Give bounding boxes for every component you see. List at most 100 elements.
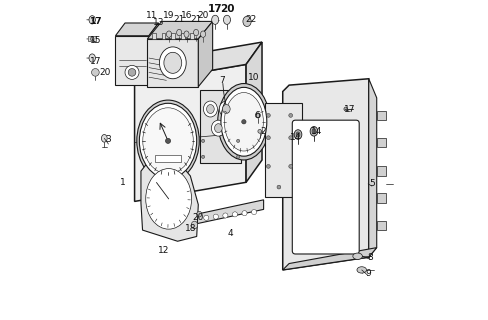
Ellipse shape <box>288 136 292 140</box>
Text: 20: 20 <box>192 213 203 222</box>
Bar <box>171 33 175 39</box>
Text: 1: 1 <box>120 178 125 187</box>
Text: 16: 16 <box>181 11 192 20</box>
Text: 3: 3 <box>105 135 111 144</box>
Ellipse shape <box>311 129 315 134</box>
Polygon shape <box>376 194 386 203</box>
Ellipse shape <box>128 68 136 76</box>
Ellipse shape <box>142 108 193 174</box>
Ellipse shape <box>139 103 196 179</box>
Text: 14: 14 <box>310 127 321 136</box>
Bar <box>152 33 156 39</box>
Text: 18: 18 <box>184 224 196 233</box>
Ellipse shape <box>211 120 225 136</box>
Ellipse shape <box>203 101 217 117</box>
Ellipse shape <box>91 68 99 76</box>
Polygon shape <box>147 21 212 39</box>
Polygon shape <box>376 220 386 230</box>
Text: 15: 15 <box>90 36 101 45</box>
Bar <box>147 39 198 87</box>
Ellipse shape <box>294 130 301 139</box>
Bar <box>190 33 194 39</box>
Text: 21: 21 <box>190 15 202 24</box>
Ellipse shape <box>145 169 191 229</box>
Ellipse shape <box>356 267 366 273</box>
Ellipse shape <box>242 211 246 216</box>
Polygon shape <box>198 21 212 87</box>
Ellipse shape <box>214 124 222 132</box>
Ellipse shape <box>201 155 204 158</box>
Ellipse shape <box>296 132 299 137</box>
Ellipse shape <box>266 136 270 140</box>
Ellipse shape <box>125 65 139 79</box>
Ellipse shape <box>222 105 230 114</box>
Text: 17: 17 <box>89 17 102 26</box>
Ellipse shape <box>101 134 107 142</box>
Ellipse shape <box>213 214 218 219</box>
Ellipse shape <box>183 31 189 37</box>
Ellipse shape <box>219 101 233 117</box>
Text: 11: 11 <box>146 11 158 20</box>
Ellipse shape <box>176 29 182 36</box>
Polygon shape <box>134 64 245 201</box>
Ellipse shape <box>159 47 186 79</box>
Ellipse shape <box>217 84 269 160</box>
Polygon shape <box>376 166 386 176</box>
Ellipse shape <box>211 15 218 24</box>
Bar <box>155 155 181 162</box>
Polygon shape <box>282 79 368 270</box>
Text: 2: 2 <box>260 127 265 136</box>
Ellipse shape <box>223 15 230 24</box>
Ellipse shape <box>89 16 95 24</box>
Text: 7: 7 <box>219 76 224 85</box>
Ellipse shape <box>201 139 204 142</box>
Text: 20: 20 <box>219 4 234 14</box>
Bar <box>200 90 241 163</box>
Ellipse shape <box>236 155 239 158</box>
Ellipse shape <box>193 29 198 36</box>
FancyBboxPatch shape <box>292 120 359 254</box>
Ellipse shape <box>221 87 266 156</box>
Text: 6: 6 <box>254 111 260 120</box>
Ellipse shape <box>255 113 260 118</box>
Polygon shape <box>196 200 263 224</box>
Ellipse shape <box>236 139 239 142</box>
Ellipse shape <box>243 16 251 27</box>
Text: 17: 17 <box>343 105 355 114</box>
Polygon shape <box>115 23 158 36</box>
Polygon shape <box>376 111 386 120</box>
Ellipse shape <box>165 138 170 143</box>
Text: 17: 17 <box>207 4 222 14</box>
Bar <box>88 36 96 42</box>
Ellipse shape <box>288 164 292 168</box>
Text: 17: 17 <box>90 57 101 66</box>
Text: 19: 19 <box>163 11 174 20</box>
Text: 10: 10 <box>248 73 259 82</box>
Text: 20: 20 <box>99 68 110 77</box>
Text: 13: 13 <box>152 19 164 28</box>
Text: 12: 12 <box>157 246 168 255</box>
Ellipse shape <box>163 52 182 73</box>
Ellipse shape <box>251 210 256 215</box>
Ellipse shape <box>266 114 270 117</box>
Ellipse shape <box>90 37 94 41</box>
Polygon shape <box>376 138 386 147</box>
Ellipse shape <box>191 221 197 229</box>
Polygon shape <box>282 248 376 270</box>
Text: 22: 22 <box>245 15 256 24</box>
Ellipse shape <box>352 253 362 260</box>
Text: 14: 14 <box>290 133 301 142</box>
Ellipse shape <box>276 185 280 189</box>
Ellipse shape <box>343 107 347 111</box>
Ellipse shape <box>241 120 245 124</box>
Text: 8: 8 <box>366 253 372 262</box>
Bar <box>115 36 149 85</box>
Text: 20: 20 <box>197 11 208 20</box>
Polygon shape <box>149 23 158 85</box>
Ellipse shape <box>232 212 237 217</box>
Ellipse shape <box>200 31 205 37</box>
Ellipse shape <box>196 211 202 217</box>
Bar <box>264 103 301 197</box>
Ellipse shape <box>223 213 227 218</box>
Text: 9: 9 <box>364 268 370 278</box>
